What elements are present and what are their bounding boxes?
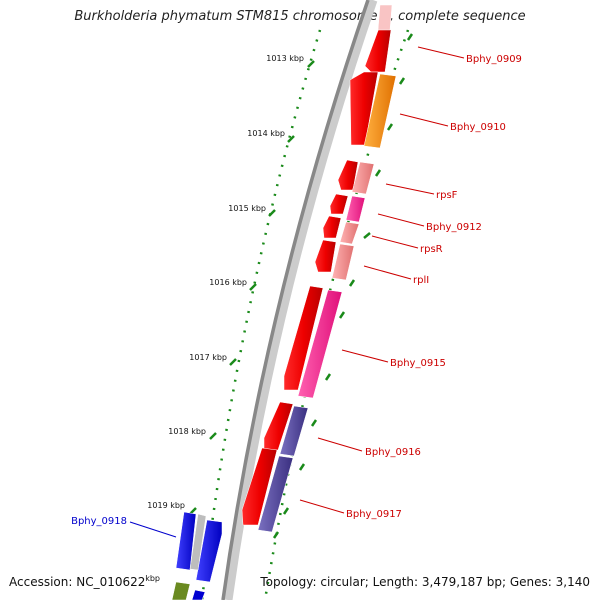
gene-feature[interactable] bbox=[241, 447, 278, 526]
gene-feature[interactable] bbox=[283, 285, 324, 391]
tick-label: 1016 kbp bbox=[209, 278, 247, 287]
gene-feature[interactable] bbox=[363, 73, 397, 149]
gene-label[interactable]: Bphy_0909 bbox=[466, 54, 522, 65]
gene-label[interactable]: rplI bbox=[413, 275, 429, 286]
gene-feature[interactable] bbox=[191, 589, 206, 600]
gene-feature[interactable] bbox=[351, 161, 375, 195]
backbone-shadow bbox=[223, 0, 378, 600]
map-title: Burkholderia phymatum STM815 chromosome … bbox=[74, 9, 526, 24]
tick-label: 1019 kbp bbox=[147, 501, 185, 510]
gene-label[interactable]: Bphy_0917 bbox=[346, 509, 402, 520]
gene-features-lower bbox=[171, 511, 223, 600]
gene-label[interactable]: Bphy_0918 bbox=[71, 516, 127, 527]
gene-features-inner bbox=[257, 4, 397, 533]
tick-label: 1015 kbp bbox=[228, 204, 266, 213]
leader-lines bbox=[129, 46, 465, 538]
gene-label[interactable]: Bphy_0912 bbox=[426, 222, 482, 233]
gene-feature[interactable] bbox=[331, 243, 355, 281]
gene-label[interactable]: rpsR bbox=[420, 244, 443, 255]
gene-feature[interactable] bbox=[175, 511, 197, 571]
tick-label: kbp bbox=[145, 574, 160, 583]
gene-feature[interactable] bbox=[171, 581, 191, 600]
gene-label[interactable]: Bphy_0916 bbox=[365, 447, 421, 458]
tick-label: 1018 kbp bbox=[168, 427, 206, 436]
gene-feature[interactable] bbox=[322, 215, 342, 239]
gene-feature[interactable] bbox=[257, 455, 294, 533]
tick-label: 1014 kbp bbox=[247, 129, 285, 138]
tick-label: 1013 kbp bbox=[266, 54, 304, 63]
tick-labels: 1013 kbp 1014 kbp 1015 kbp 1016 kbp 1017… bbox=[145, 54, 304, 583]
gene-feature[interactable] bbox=[339, 221, 360, 245]
gene-feature[interactable] bbox=[279, 405, 309, 457]
gene-feature[interactable] bbox=[297, 289, 343, 399]
gene-feature[interactable] bbox=[337, 159, 359, 191]
gene-feature[interactable] bbox=[345, 195, 366, 223]
gene-feature[interactable] bbox=[314, 239, 337, 273]
gene-label[interactable]: rpsF bbox=[436, 190, 458, 201]
gene-feature[interactable] bbox=[349, 71, 379, 146]
gene-feature[interactable] bbox=[189, 513, 207, 571]
gene-label[interactable]: Bphy_0915 bbox=[390, 358, 446, 369]
gene-feature[interactable] bbox=[364, 27, 392, 73]
tick-label: 1017 kbp bbox=[189, 353, 227, 362]
gene-label[interactable]: Bphy_0910 bbox=[450, 122, 506, 133]
gene-labels: Bphy_0909 Bphy_0910 rpsF Bphy_0912 rpsR … bbox=[71, 54, 522, 527]
accession-text: Accession: NC_010622 bbox=[9, 575, 146, 589]
backbone bbox=[221, 0, 370, 600]
topology-text: Topology: circular; Length: 3,479,187 bp… bbox=[260, 575, 590, 589]
gene-feature[interactable] bbox=[377, 4, 393, 31]
gene-feature[interactable] bbox=[329, 193, 349, 215]
gene-features-outer bbox=[241, 27, 392, 526]
